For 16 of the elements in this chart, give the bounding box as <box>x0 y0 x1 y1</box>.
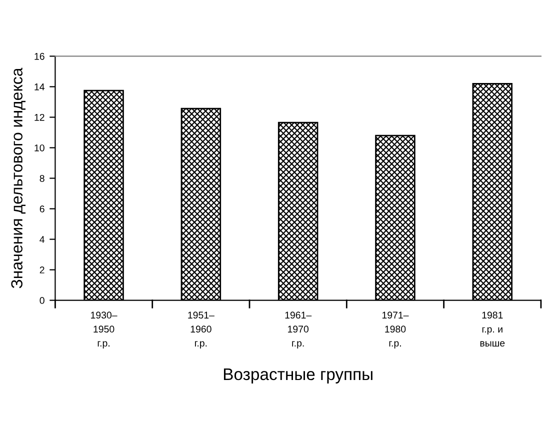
x-tick-label: 1951– 1960 г.р. <box>188 312 214 348</box>
y-tick-label: 2 <box>40 266 44 274</box>
y-axis-title: Значения дельтового индекса <box>11 68 26 288</box>
x-tick-label: 1961– 1970 г.р. <box>285 312 312 348</box>
y-tick-label: 16 <box>34 52 44 60</box>
y-tick-label: 12 <box>34 114 44 121</box>
y-tick-label: 0 <box>40 297 44 304</box>
y-tick-label: 8 <box>40 174 44 182</box>
y-tick-label: 14 <box>34 84 44 90</box>
y-tick-label: 10 <box>34 144 44 152</box>
y-tick-label: 6 <box>40 205 44 212</box>
y-tick-label: 4 <box>40 236 44 243</box>
x-tick-label: 1930– 1950 г.р. <box>91 312 118 348</box>
x-axis-title: Возрастные группы <box>224 368 372 384</box>
x-tick-label: 1981 г.р. и выше <box>480 312 505 347</box>
x-tick-label: 1971– 1980 г.р. <box>382 312 409 348</box>
